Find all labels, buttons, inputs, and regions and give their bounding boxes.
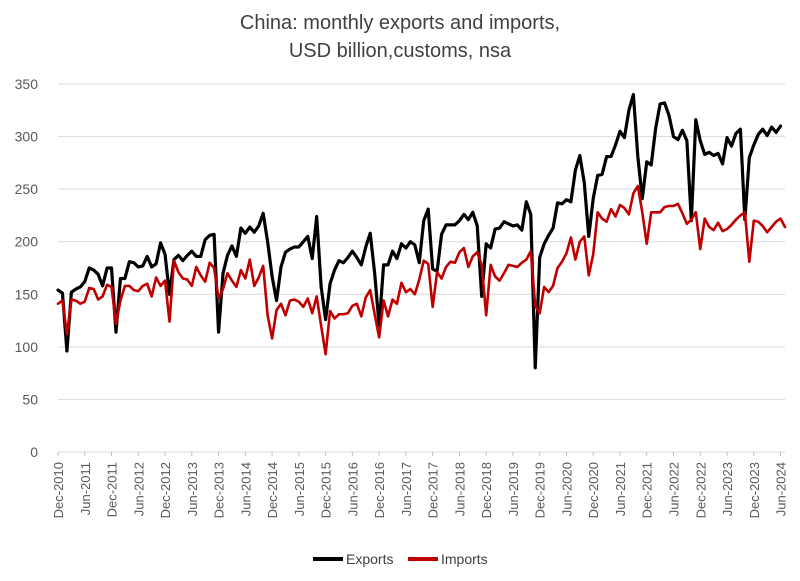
x-tick-label: Dec-2015 xyxy=(319,462,334,518)
y-tick-label: 50 xyxy=(22,391,38,407)
series-line-imports xyxy=(56,184,787,356)
chart-title-line1: China: monthly exports and imports, xyxy=(239,12,561,34)
x-tick-label: Jun-2015 xyxy=(292,462,307,516)
x-tick-label: Jun-2024 xyxy=(774,462,789,516)
x-tick-label: Jun-2012 xyxy=(131,462,146,516)
x-tick-label: Jun-2022 xyxy=(666,462,681,516)
x-tick-label: Dec-2010 xyxy=(51,462,66,518)
x-tick-label: Dec-2021 xyxy=(640,462,655,518)
x-tick-label: Dec-2013 xyxy=(212,462,227,518)
x-tick-label: Dec-2011 xyxy=(105,462,120,517)
chart-subtitle: USD billion,customs, nsa xyxy=(288,40,512,62)
x-tick-label: Dec-2020 xyxy=(586,462,601,518)
series-lines xyxy=(56,92,787,370)
x-tick-label: Jun-2019 xyxy=(506,462,521,516)
x-tick-label: Dec-2018 xyxy=(479,462,494,518)
x-tick-label: Dec-2012 xyxy=(158,462,173,518)
x-tick-label: Dec-2016 xyxy=(372,462,387,518)
y-tick-label: 350 xyxy=(15,76,39,92)
y-tick-label: 150 xyxy=(15,286,39,302)
legend-label-imports: Imports xyxy=(441,551,488,567)
series-line-exports xyxy=(56,92,783,370)
x-tick-label: Jun-2023 xyxy=(720,462,735,516)
axes: 0 50 100 150 200 250 300 350 Dec-2010 Jun-2011 Dec… xyxy=(15,76,789,518)
x-tick-label: Jun-2018 xyxy=(452,462,467,516)
legend-label-exports: Exports xyxy=(346,551,393,567)
x-tick-label: Jun-2013 xyxy=(185,462,200,516)
y-tick-label: 100 xyxy=(15,339,39,355)
x-tick-label: Jun-2017 xyxy=(399,462,414,516)
x-tick-label: Dec-2017 xyxy=(426,462,441,518)
x-tick-label: Jun-2011 xyxy=(78,462,93,515)
x-tick-label: Dec-2023 xyxy=(747,462,762,518)
y-tick-label: 0 xyxy=(30,444,38,460)
legend: Exports Imports xyxy=(313,551,488,567)
y-tick-label: 250 xyxy=(15,181,39,197)
gridlines xyxy=(58,83,785,453)
x-tick-label: Dec-2014 xyxy=(265,462,280,518)
x-tick-label: Jun-2020 xyxy=(559,462,574,516)
x-tick-label: Jun-2014 xyxy=(238,462,253,516)
y-tick-label: 300 xyxy=(15,129,39,145)
x-tick-label: Dec-2019 xyxy=(533,462,548,518)
x-tick-label: Jun-2021 xyxy=(613,462,628,516)
y-tick-label: 200 xyxy=(15,234,39,250)
x-tick-label: Jun-2016 xyxy=(345,462,360,516)
x-tick-label: Dec-2022 xyxy=(693,462,708,518)
